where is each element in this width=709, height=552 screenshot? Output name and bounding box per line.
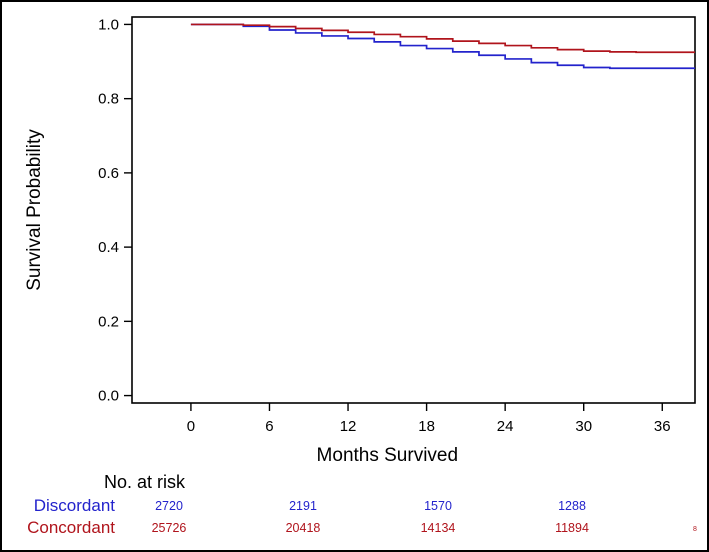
y-axis: 0.0 0.2 0.4 0.6 0.8 1.0	[98, 16, 132, 405]
curve-concordant	[190, 23, 695, 54]
survival-curves	[190, 23, 695, 70]
risk-count-clipped: 8	[693, 526, 697, 533]
x-tick-label: 36	[654, 418, 671, 435]
x-tick-label: 12	[340, 418, 357, 435]
x-tick-label: 18	[418, 418, 435, 435]
risk-group-label: Concordant	[27, 518, 115, 537]
risk-count: 2720	[155, 499, 183, 513]
x-axis-title: Months Survived	[317, 445, 459, 466]
risk-count: 25726	[152, 521, 187, 535]
risk-count: 11894	[555, 521, 589, 535]
plot-box	[131, 16, 696, 404]
x-axis: 0 6 12 18 24 30 36	[187, 403, 671, 435]
x-tick-label: 30	[575, 418, 592, 435]
y-tick-label: 1.0	[98, 16, 119, 33]
y-tick-label: 0.2	[98, 313, 119, 330]
risk-count: 2191	[289, 499, 317, 513]
risk-count: 1288	[558, 499, 586, 513]
y-tick-label: 0.4	[98, 239, 119, 256]
risk-count: 20418	[286, 521, 321, 535]
y-tick-label: 0.0	[98, 388, 119, 405]
y-axis-title: Survival Probability	[24, 129, 45, 291]
risk-count: 1570	[424, 499, 452, 513]
x-tick-label: 6	[265, 418, 273, 435]
x-tick-label: 0	[187, 418, 195, 435]
y-tick-label: 0.6	[98, 165, 119, 182]
y-tick-label: 0.8	[98, 91, 119, 108]
plot-area: 0.0 0.2 0.4 0.6 0.8 1.0 0 6 12 18 24 30 36	[98, 16, 696, 435]
curve-discordant	[190, 23, 695, 70]
risk-count: 14134	[421, 521, 456, 535]
risk-table: No. at risk Discordant 2720 2191 1570 1288 Co…	[27, 472, 697, 537]
risk-group-label: Discordant	[34, 496, 116, 515]
risk-table-title: No. at risk	[104, 472, 186, 492]
x-tick-label: 24	[497, 418, 514, 435]
